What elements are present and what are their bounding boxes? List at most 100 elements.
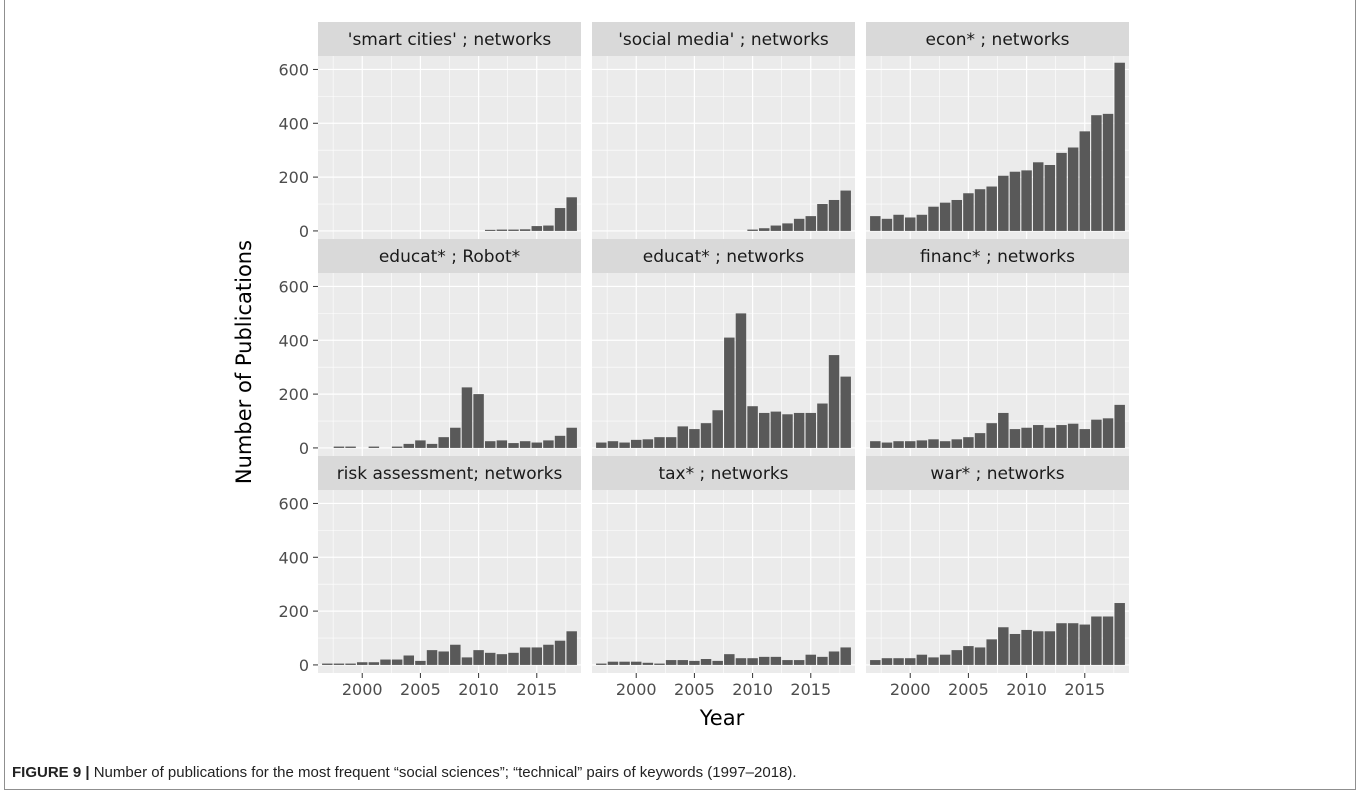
bar	[566, 427, 577, 448]
bar	[543, 644, 554, 665]
x-tick-label: 2010	[732, 680, 773, 699]
x-axis-title: Year	[699, 706, 745, 730]
bar	[893, 214, 904, 231]
bar	[619, 442, 630, 448]
facet-strip	[592, 22, 855, 56]
bar	[951, 650, 963, 665]
bar	[747, 229, 758, 231]
bar	[1102, 113, 1114, 231]
bar	[484, 652, 496, 665]
bar	[607, 441, 619, 448]
bar	[747, 658, 758, 665]
bar	[1021, 170, 1032, 231]
bar	[1021, 427, 1032, 448]
bar	[928, 206, 939, 231]
bar	[426, 650, 438, 665]
bar	[998, 412, 1009, 448]
y-tick-label: 600	[278, 494, 309, 513]
bar	[665, 437, 677, 448]
bar	[1091, 419, 1102, 448]
bar	[986, 423, 997, 448]
bar	[893, 441, 904, 448]
bar	[519, 647, 531, 665]
bar	[1102, 616, 1114, 665]
bar	[1091, 616, 1102, 665]
bar	[805, 412, 817, 448]
x-tick-label: 2000	[890, 680, 931, 699]
bar	[1114, 603, 1125, 665]
y-tick-label: 600	[278, 277, 309, 296]
bar	[758, 656, 770, 665]
bar	[368, 662, 380, 665]
bar	[508, 229, 519, 231]
bar	[724, 337, 735, 448]
facet-title: risk assessment; networks	[337, 464, 563, 484]
bar	[496, 229, 508, 231]
bar	[1091, 115, 1102, 231]
bar	[642, 439, 654, 448]
facet-title: educat* ; networks	[643, 247, 805, 267]
facet-title: 'smart cities' ; networks	[348, 30, 552, 50]
bar	[881, 442, 893, 448]
bar	[817, 656, 828, 665]
bar	[543, 440, 554, 448]
facet-strip	[866, 456, 1129, 490]
bar	[403, 443, 415, 448]
bar	[1067, 147, 1079, 231]
bar	[770, 411, 782, 448]
bar	[828, 651, 840, 665]
bar	[596, 442, 607, 448]
bar	[724, 654, 735, 665]
bar	[735, 658, 747, 665]
bar	[554, 435, 566, 448]
y-tick-label: 400	[278, 114, 309, 133]
bar	[1009, 429, 1021, 448]
bar	[840, 190, 851, 231]
bar	[380, 659, 391, 665]
x-tick-label: 2010	[458, 680, 499, 699]
bar	[904, 658, 916, 665]
bar	[484, 229, 496, 231]
bar	[735, 313, 747, 448]
bar	[840, 647, 851, 665]
bar	[1067, 423, 1079, 448]
bar	[1079, 429, 1091, 448]
bar	[963, 437, 974, 448]
y-tick-label: 0	[299, 222, 309, 241]
bar	[689, 429, 700, 448]
bar	[870, 441, 881, 448]
bar	[939, 654, 951, 665]
x-tick-label: 2000	[616, 680, 657, 699]
bar	[1079, 131, 1091, 231]
bar	[1056, 623, 1067, 665]
bar	[986, 639, 997, 665]
bar	[677, 660, 689, 665]
bar	[828, 199, 840, 231]
bar	[1044, 631, 1056, 665]
bar	[654, 437, 665, 448]
facet-strip	[866, 239, 1129, 273]
bar	[770, 225, 782, 231]
bar	[403, 655, 415, 665]
bar	[438, 651, 449, 665]
bar	[817, 403, 828, 448]
bar	[782, 660, 793, 665]
bar	[904, 441, 916, 448]
bar	[881, 218, 893, 231]
bar	[793, 218, 805, 231]
bar	[484, 441, 496, 448]
bar	[712, 660, 723, 665]
bar	[1067, 623, 1079, 665]
x-tick-label: 2015	[790, 680, 831, 699]
x-tick-label: 2010	[1006, 680, 1047, 699]
figure-caption: FIGURE 9 | Number of publications for th…	[12, 764, 797, 781]
bar	[689, 660, 700, 665]
facet-strip	[866, 22, 1129, 56]
bar	[974, 189, 986, 231]
bar	[1032, 425, 1044, 448]
bar	[543, 225, 554, 231]
bar	[473, 650, 484, 665]
bar	[700, 659, 712, 665]
facet-title: war* ; networks	[930, 464, 1064, 484]
figure-frame	[4, 0, 1356, 790]
